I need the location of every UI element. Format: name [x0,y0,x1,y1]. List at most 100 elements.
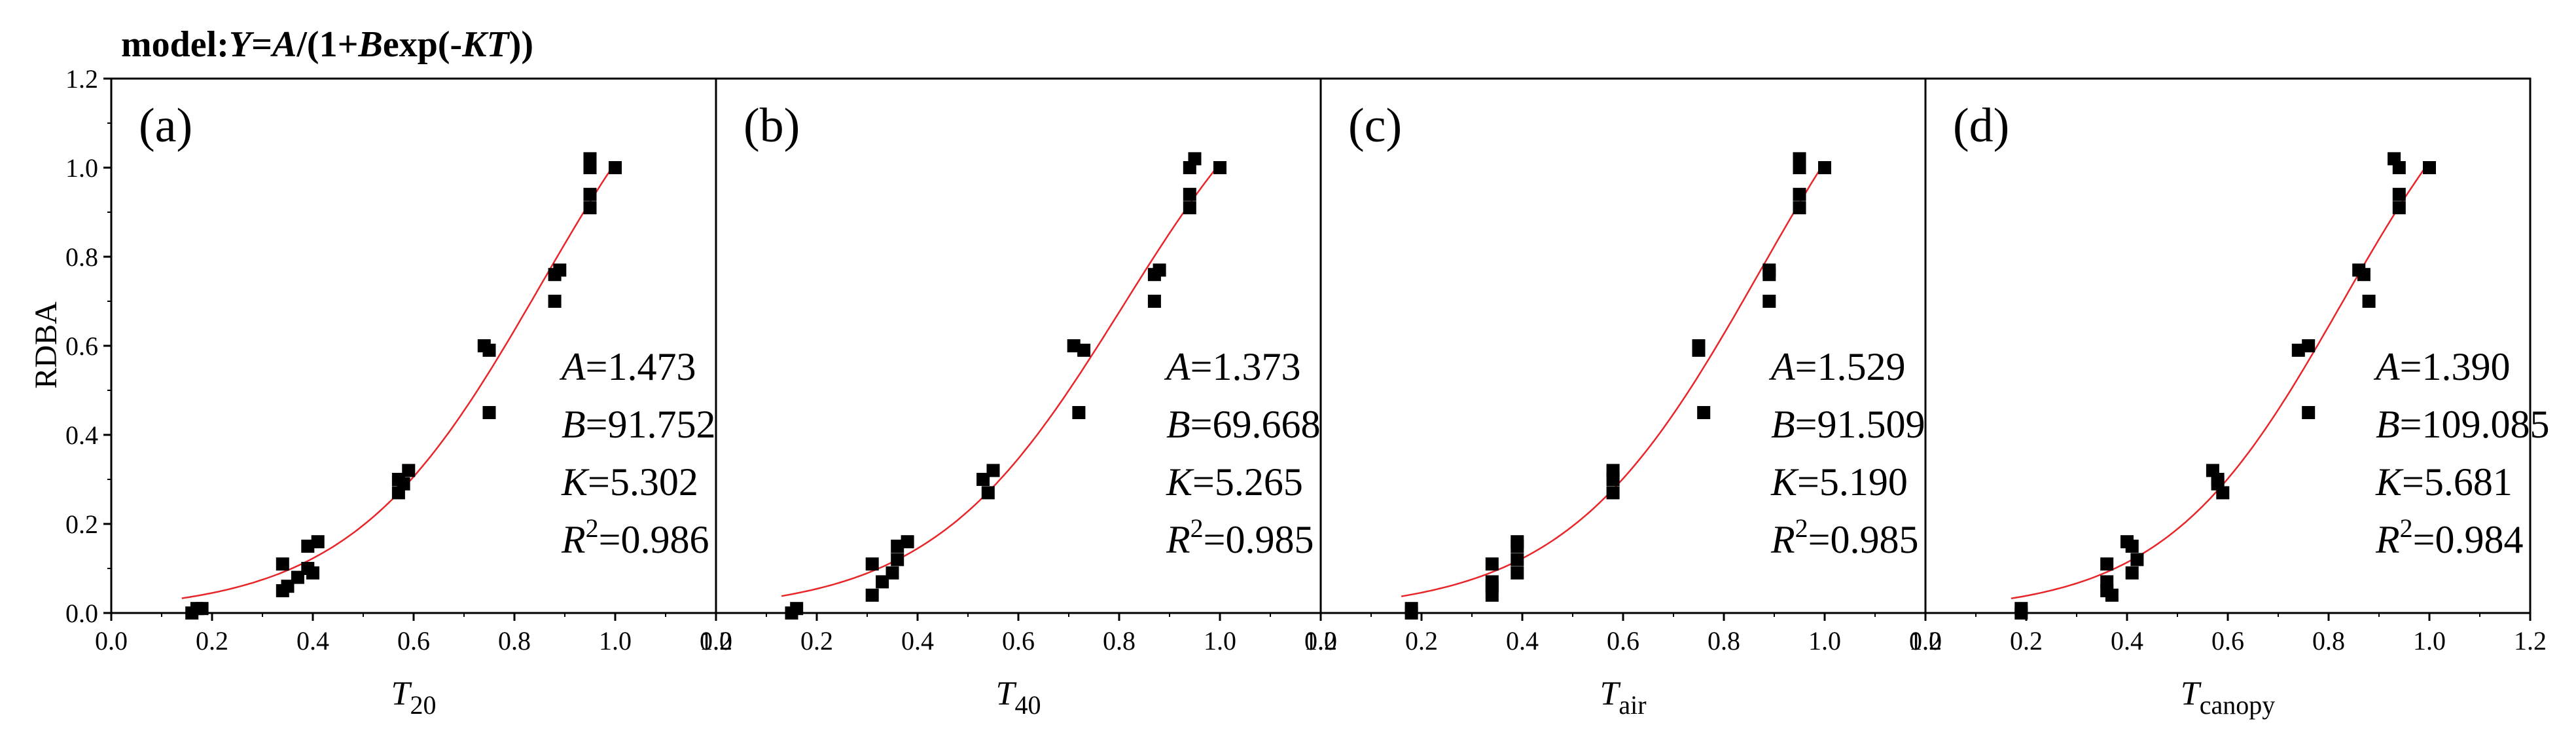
data-point [1606,486,1620,500]
panel-label: (b) [743,99,800,153]
data-point [583,201,597,215]
data-point [2302,406,2316,419]
panel-c: 0.0 0.2 0.4 0.6 0.8 1.0 1.2 (c) A=1.529 B=91.509 K… [1304,77,1942,720]
x-tick-label: 0.4 [901,626,934,656]
data-point [891,553,904,566]
x-tick-label: 0.8 [1708,626,1740,656]
data-point [2125,566,2139,580]
x-tick-label: 0.8 [2312,626,2345,656]
data-point [2211,473,2225,486]
data-point [609,161,622,174]
param-k: K=5.302 [561,460,698,504]
data-point [1762,295,1776,308]
title-formula-part: A [270,24,296,65]
y-tick-label: 1.2 [65,64,98,94]
fit-curve [181,162,617,599]
data-point [1072,406,1086,419]
data-point [2392,201,2406,215]
param-r2: R2=0.984 [2375,513,2524,561]
param-k: K=5.681 [2375,460,2513,504]
data-point [276,557,289,571]
y-tick-label: 1.0 [65,153,98,183]
x-tick-label: 0.8 [1103,626,1136,656]
data-point [2216,486,2230,500]
x-tick-label: 1.2 [1909,626,1942,656]
data-point [291,570,304,584]
fit-curve [1401,161,1826,597]
fit-curve [781,162,1221,597]
data-point [1692,343,1706,357]
x-tick-label: 0.4 [296,626,329,656]
x-tick-label: 1.2 [700,626,732,656]
x-tick-label: 1.2 [1304,626,1337,656]
data-point [1183,187,1196,201]
x-tick-label: 0.6 [1607,626,1639,656]
title-formula-part: KT [461,24,510,65]
data-point [876,575,889,589]
data-point [301,540,315,553]
x-axis-label: Tair [1600,675,1646,720]
data-point [1067,339,1081,352]
title-formula-part: Y [229,24,255,65]
param-r2: R2=0.986 [561,513,709,561]
title-formula-part: /(1+ [296,24,358,65]
x-tick-label: 0.4 [2111,626,2143,656]
data-point [2291,343,2305,357]
data-point [2302,339,2316,352]
x-tick-label: 0.0 [95,626,128,656]
data-point [1213,161,1226,174]
x-tick-label: 0.2 [196,626,228,656]
x-tick-label: 1.0 [599,626,632,656]
param-b: B=69.668 [1166,403,1321,446]
y-axis-label: RDBA [29,301,63,389]
x-tick-label: 0.6 [1002,626,1035,656]
data-point [1404,602,1418,616]
panel-label: (c) [1348,99,1402,153]
data-point [2362,295,2376,308]
y-tick-label: 0.2 [65,510,98,539]
panel-label: (a) [139,99,192,153]
data-point [281,580,295,593]
y-tick-label: 0.4 [65,420,98,450]
y-tick-label: 0.6 [65,331,98,361]
data-point [2105,588,2119,602]
data-point [1485,557,1499,571]
data-point [1511,553,1524,566]
figure-title-prefix: model: [121,24,229,65]
x-tick-label: 0.4 [1506,626,1539,656]
x-tick-label: 0.2 [800,626,833,656]
panel-d: 0.0 0.2 0.4 0.6 0.8 1.0 1.2 (d) A=1.390 B=109.085… [1909,77,2550,720]
data-point [1793,187,1806,201]
data-point [1147,295,1161,308]
x-tick-label: 1.2 [2514,626,2547,656]
data-point [1606,464,1620,477]
data-point [2392,187,2406,201]
param-a: A=1.373 [1164,345,1301,388]
data-point [553,263,567,277]
fit-curve [2011,161,2431,600]
param-r2: R2=0.985 [1770,513,1919,561]
data-point [1793,201,1806,215]
figure-title-formula: Y=A/(1+Bexp(-KT)) [229,24,533,65]
y-tick-label: 0.0 [65,599,98,628]
data-point [865,588,879,602]
data-point [1153,263,1166,277]
data-point [482,406,496,419]
data-point [1511,566,1524,580]
param-b: B=91.752 [562,403,716,446]
data-point [402,464,416,477]
y-tick-label: 0.8 [65,242,98,272]
data-point [2014,602,2028,616]
panel-a: 0.0 0.2 0.4 0.6 0.8 1.0 1.20.00.20.40.60.81.01… [65,64,732,720]
title-formula-part: )) [509,24,533,65]
data-point [1697,406,1711,419]
title-formula-part: = [251,24,272,65]
x-tick-label: 0.6 [397,626,430,656]
data-point [583,187,597,201]
x-tick-label: 0.6 [2211,626,2244,656]
data-point [1793,152,1806,166]
data-point [1818,161,1831,174]
data-point [885,566,899,580]
data-point [1762,263,1776,277]
